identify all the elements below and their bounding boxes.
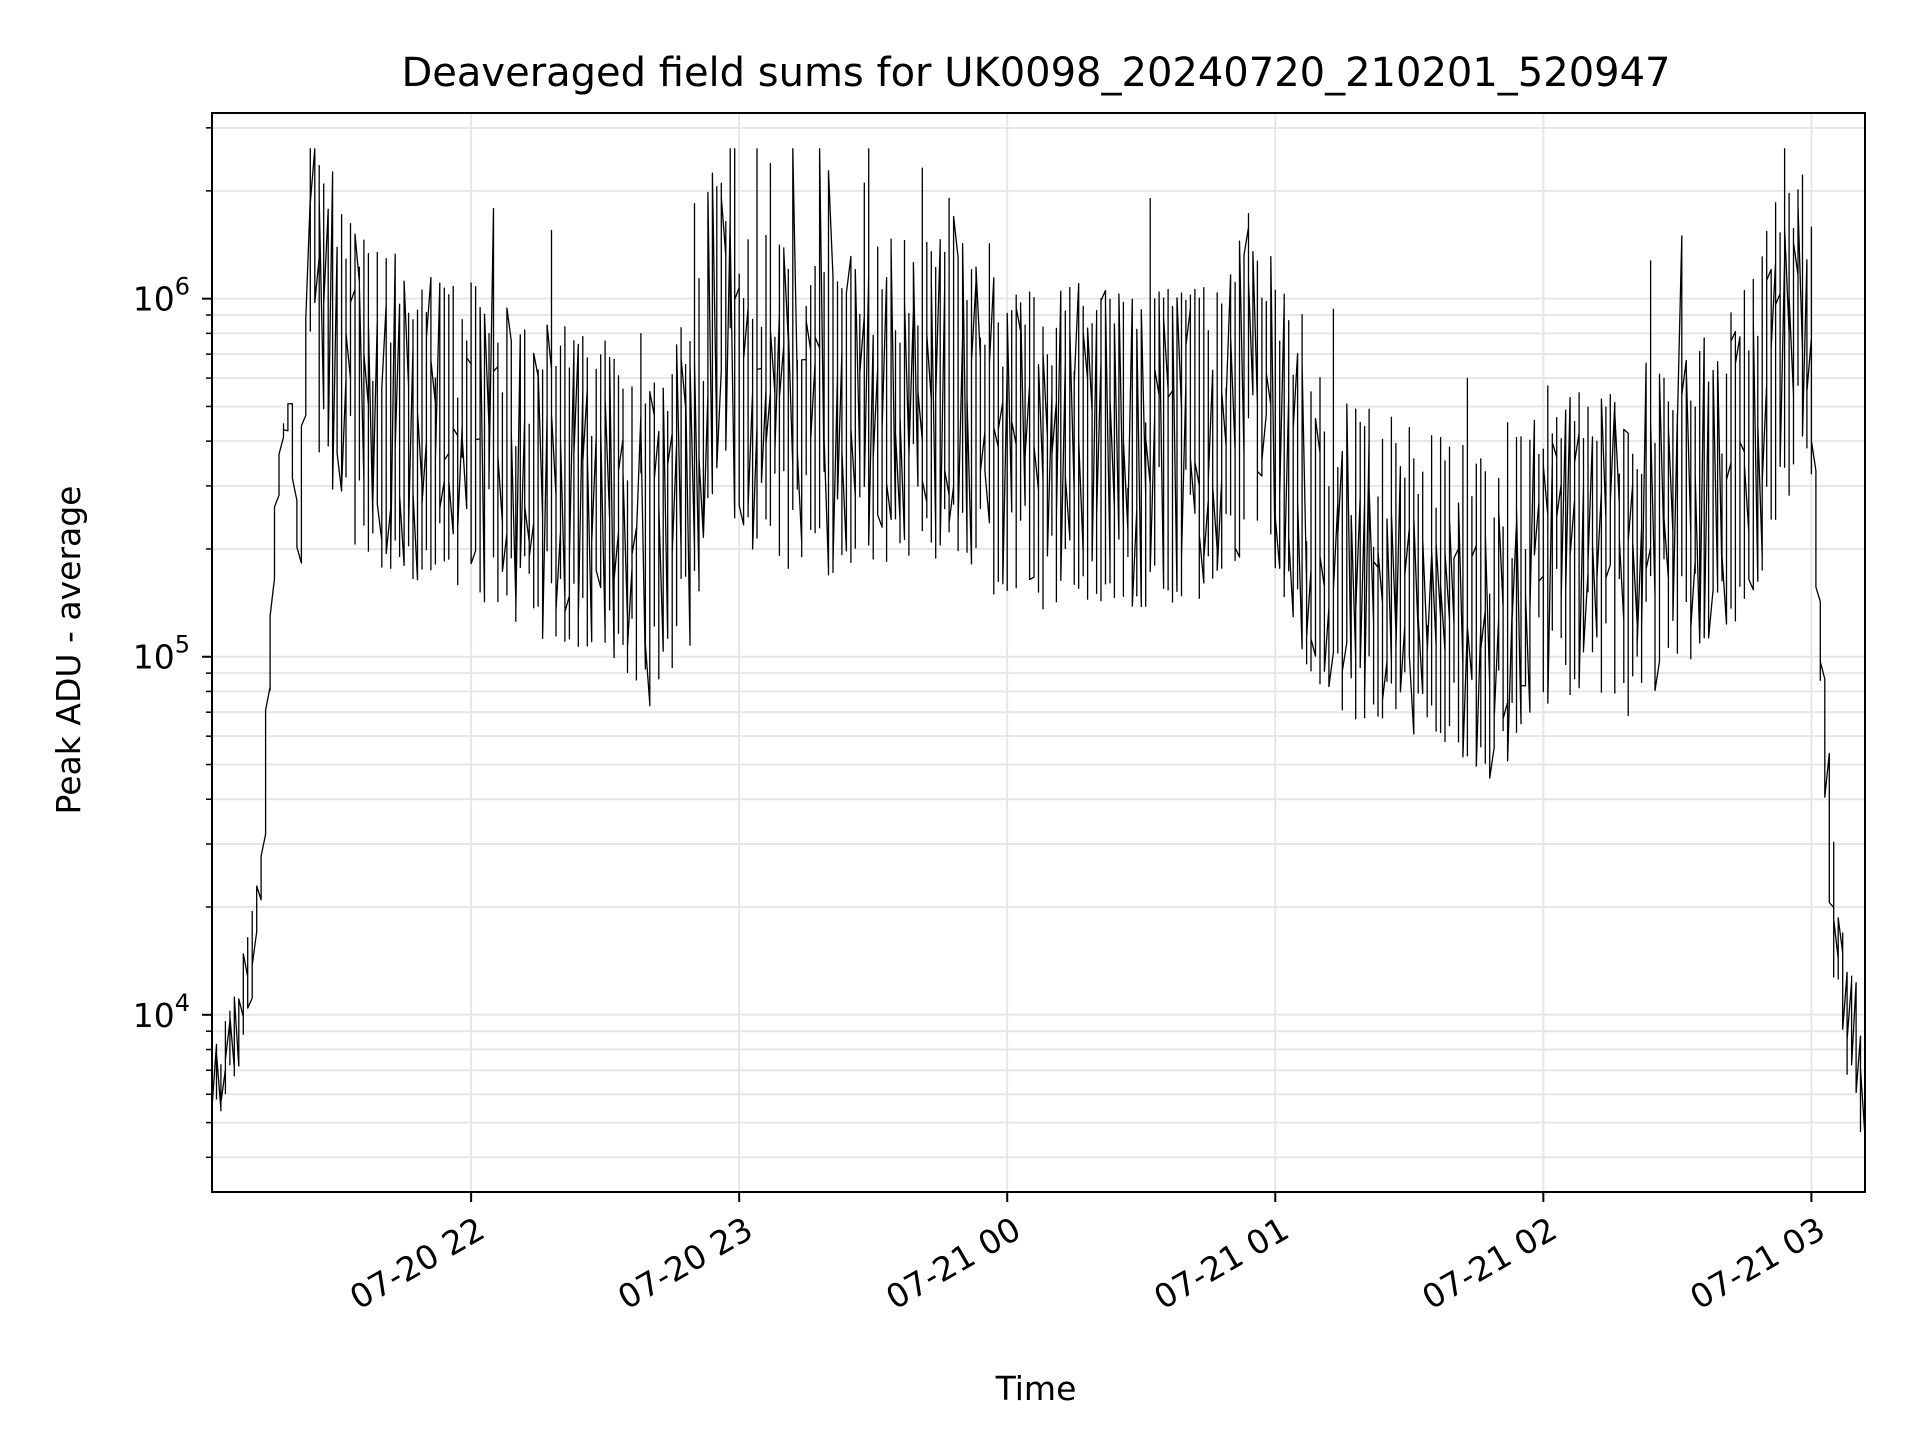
y-tick-label: 105 xyxy=(133,631,190,677)
y-axis-label: Peak ADU - average xyxy=(49,486,88,815)
y-tick-label-base: 10 xyxy=(133,996,175,1035)
y-tick-label-exponent: 5 xyxy=(175,631,190,659)
y-tick-label: 104 xyxy=(133,989,190,1035)
y-tick-label-base: 10 xyxy=(133,280,175,319)
series-line xyxy=(211,148,1866,1137)
y-tick-label-exponent: 4 xyxy=(175,989,190,1017)
y-tick-label-exponent: 6 xyxy=(175,273,190,301)
y-tick-label-base: 10 xyxy=(133,638,175,677)
x-axis-label: Time xyxy=(995,1369,1077,1408)
chart-title: Deaveraged field sums for UK0098_2024072… xyxy=(401,50,1670,96)
y-tick-label: 106 xyxy=(133,273,190,319)
plot-frame xyxy=(211,112,1866,1193)
